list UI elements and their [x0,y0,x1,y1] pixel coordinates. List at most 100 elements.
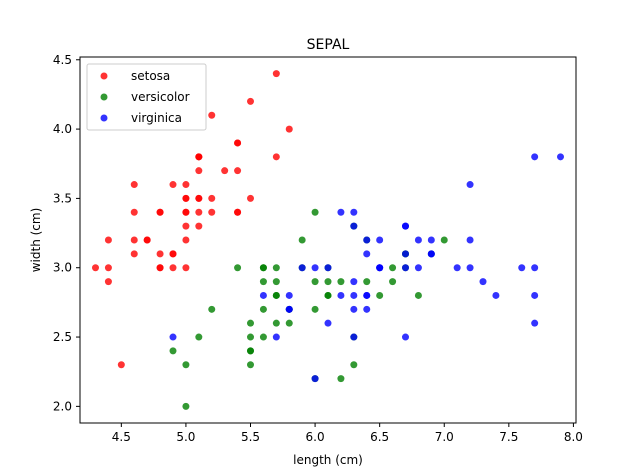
point-virginica-37 [363,250,371,258]
x-tick-label: 5.0 [176,430,195,444]
point-virginica-19 [311,375,319,383]
point-setosa-42 [104,236,112,244]
point-setosa-47 [130,236,138,244]
point-virginica-34 [324,319,332,327]
point-virginica-33 [350,291,358,299]
point-virginica-45 [402,264,409,272]
point-virginica-47 [376,264,384,272]
point-setosa-33 [247,97,254,105]
point-setosa-37 [169,181,177,189]
point-virginica-2 [453,264,461,272]
point-versicolor-13 [324,278,332,286]
x-tick-label: 7.5 [499,430,518,444]
point-setosa-10 [234,167,242,175]
point-virginica-10 [376,236,384,244]
legend-marker-setosa [100,72,108,80]
point-setosa-31 [234,208,242,216]
point-setosa-1 [169,264,177,272]
point-virginica-46 [350,333,358,341]
point-versicolor-48 [195,333,203,341]
legend-box [86,63,207,131]
x-tick-label: 4.5 [112,430,131,444]
point-setosa-28 [208,208,216,216]
point-versicolor-4 [376,291,384,299]
point-virginica-22 [531,291,539,299]
point-setosa-49 [182,222,190,230]
point-setosa-18 [272,153,280,161]
x-axis: 4.5 5.0 5.5 6.0 6.5 7.0 7.5 8.0 [112,423,583,444]
point-versicolor-19 [259,333,267,341]
point-versicolor-33 [311,305,319,313]
point-versicolor-40 [247,319,254,327]
legend-label-setosa: setosa [131,69,170,83]
y-tick-label: 4.5 [53,53,72,67]
point-versicolor-42 [285,319,293,327]
x-axis-title: length (cm) [293,453,363,467]
point-setosa-29 [143,236,151,244]
point-versicolor-23 [324,291,332,299]
point-virginica-7 [479,278,487,286]
point-versicolor-45 [272,264,280,272]
point-versicolor-47 [337,278,345,286]
x-tick-label: 8.0 [564,430,583,444]
point-virginica-36 [350,208,358,216]
point-versicolor-49 [272,291,280,299]
legend: setosa versicolor virginica [86,63,207,131]
point-virginica-35 [531,264,539,272]
plot-frame [79,56,577,424]
point-virginica-9 [466,181,474,189]
point-versicolor-25 [389,264,397,272]
point-setosa-38 [104,264,112,272]
x-tick-label: 6.5 [370,430,389,444]
point-virginica-29 [466,264,474,272]
point-setosa-35 [182,236,190,244]
point-virginica-18 [531,319,539,327]
legend-label-virginica: virginica [131,111,182,125]
point-virginica-5 [518,264,526,272]
point-virginica-44 [402,222,409,230]
x-tick-label: 7.0 [435,430,454,444]
point-virginica-15 [363,236,371,244]
point-virginica-20 [427,236,435,244]
point-setosa-3 [130,250,138,258]
point-setosa-36 [247,194,254,202]
point-versicolor-0 [440,236,448,244]
point-setosa-14 [285,125,293,133]
point-setosa-13 [92,264,99,272]
point-versicolor-20 [298,236,306,244]
point-versicolor-28 [311,278,319,286]
points-layer [92,70,564,410]
point-setosa-32 [208,111,216,119]
point-versicolor-7 [169,347,177,355]
legend-marker-virginica [100,114,108,122]
point-virginica-30 [492,291,500,299]
point-virginica-27 [324,264,332,272]
point-versicolor-38 [259,264,267,272]
point-setosa-27 [208,194,216,202]
point-setosa-8 [104,278,112,286]
y-axis: 2.0 2.5 3.0 3.5 4.0 4.5 [53,53,80,413]
y-tick-label: 2.0 [53,399,72,413]
point-versicolor-3 [247,361,254,369]
point-versicolor-8 [389,278,397,286]
point-setosa-22 [130,181,138,189]
point-setosa-17 [195,194,203,202]
point-virginica-8 [402,333,409,341]
point-setosa-16 [234,139,242,147]
point-virginica-49 [298,264,306,272]
point-virginica-38 [311,264,319,272]
point-virginica-48 [337,208,345,216]
point-setosa-24 [156,208,164,216]
point-versicolor-34 [234,264,242,272]
point-versicolor-10 [182,402,190,410]
point-versicolor-29 [272,319,280,327]
point-virginica-0 [350,222,358,230]
point-virginica-3 [350,278,358,286]
point-virginica-41 [427,250,435,258]
point-versicolor-43 [182,361,190,369]
x-tick-label: 5.5 [241,430,260,444]
point-versicolor-44 [259,305,267,313]
point-setosa-30 [156,250,164,258]
point-versicolor-18 [337,375,345,383]
point-virginica-11 [363,305,371,313]
